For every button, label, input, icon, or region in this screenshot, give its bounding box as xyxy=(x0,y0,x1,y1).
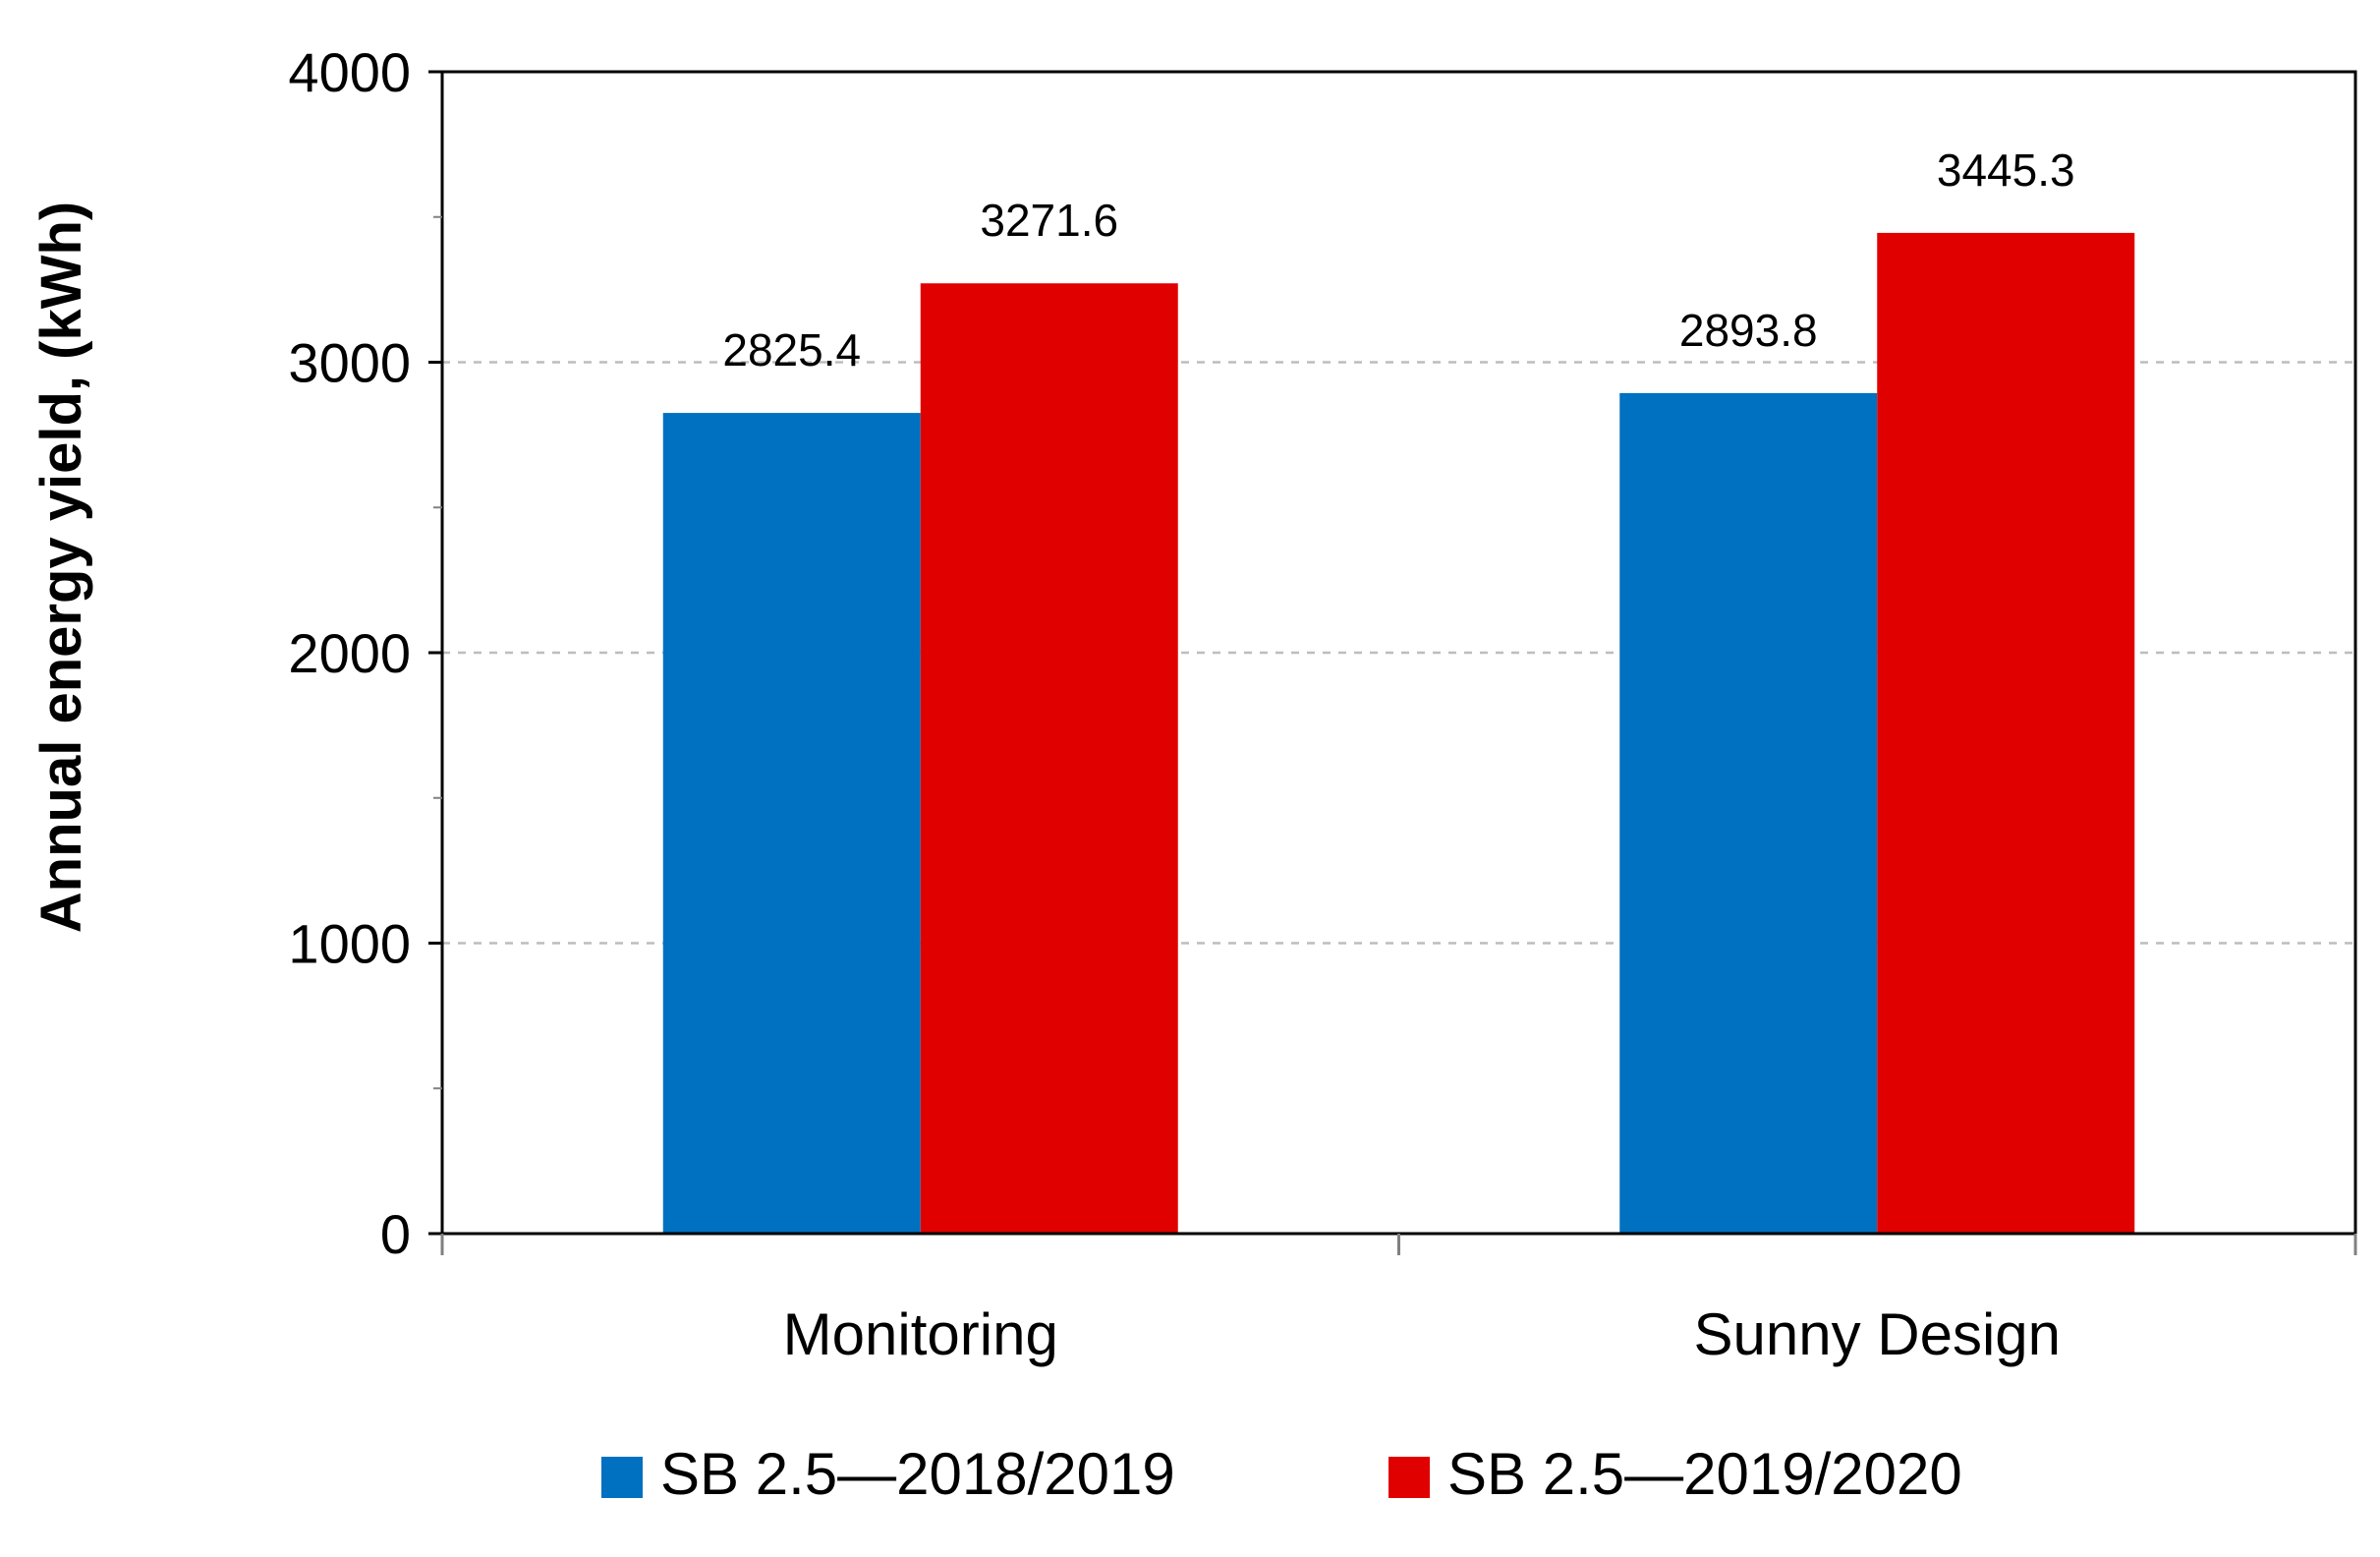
data-label: 3445.3 xyxy=(1937,144,2075,196)
legend-label: SB 2.5—2018/2019 xyxy=(660,1441,1175,1507)
bar xyxy=(662,413,921,1234)
y-tick-label: 0 xyxy=(380,1203,411,1265)
data-label: 3271.6 xyxy=(980,195,1118,246)
y-tick-label: 3000 xyxy=(288,332,411,394)
data-label: 2825.4 xyxy=(722,324,861,375)
y-axis-title: Annual energy yield, (kWh) xyxy=(29,202,93,933)
legend-swatch xyxy=(1388,1457,1430,1498)
legend-label: SB 2.5—2019/2020 xyxy=(1447,1441,1962,1507)
bar xyxy=(920,283,1178,1234)
x-tick-label: Monitoring xyxy=(783,1301,1058,1367)
x-tick-label: Sunny Design xyxy=(1693,1301,2061,1367)
bar xyxy=(1619,392,1878,1235)
axes xyxy=(428,70,2357,1255)
bar xyxy=(1877,232,2135,1235)
legend: SB 2.5—2018/2019 SB 2.5—2019/2020 xyxy=(601,1441,1962,1507)
labels: 2825.4 3271.6 Monitoring 2893.8 3445.3 Sunny … xyxy=(288,41,2074,1367)
y-tick-label: 4000 xyxy=(288,41,411,103)
bars xyxy=(662,232,2135,1235)
data-label: 2893.8 xyxy=(1679,305,1818,356)
y-tick-label: 1000 xyxy=(288,913,411,975)
y-tick-label: 2000 xyxy=(288,622,411,684)
legend-swatch xyxy=(601,1457,643,1498)
